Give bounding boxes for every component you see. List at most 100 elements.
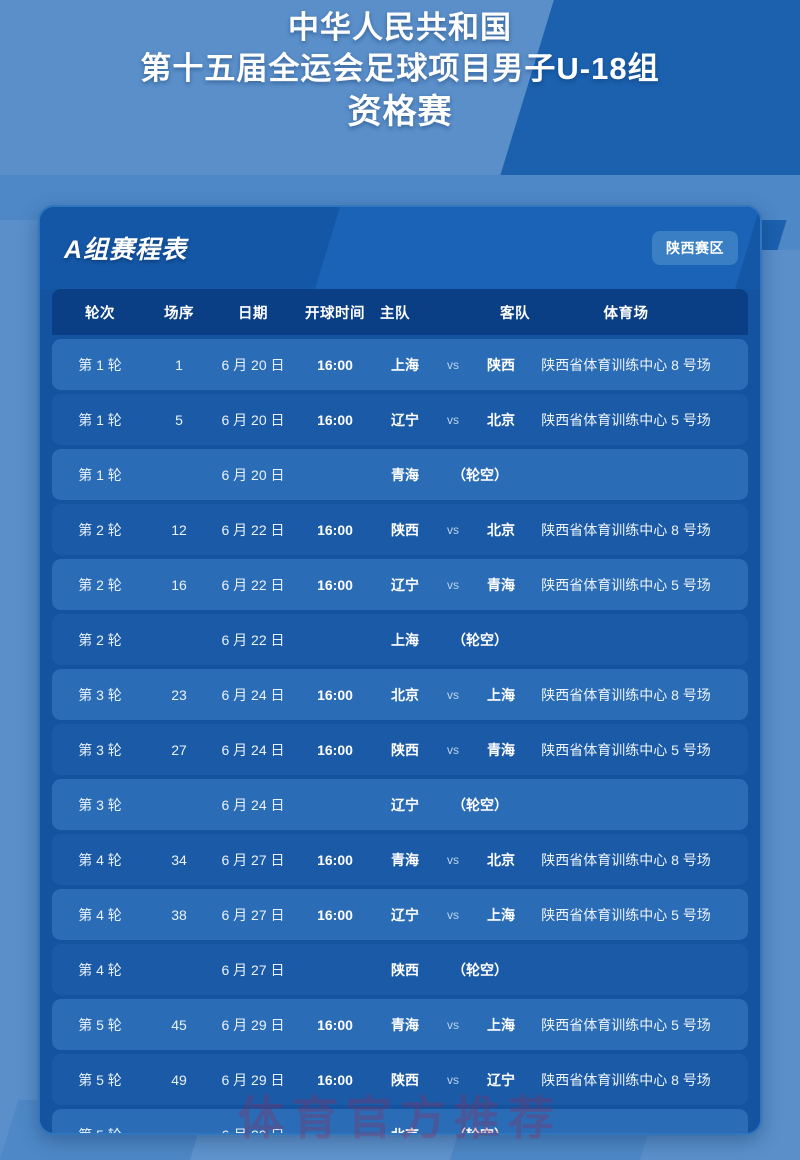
cell-vs-label: vs xyxy=(447,687,459,702)
cell-date: 6 月 20 日 xyxy=(221,466,285,483)
cell-date: 6 月 29 日 xyxy=(221,1071,285,1088)
cell-date: 6 月 27 日 xyxy=(221,961,285,978)
cell-bye: 北京 （轮空） xyxy=(374,1125,748,1135)
cell-bye-team: 辽宁 xyxy=(391,796,419,813)
cell-home-team: 辽宁 xyxy=(391,411,419,428)
cell-bye-label: （轮空） xyxy=(452,961,508,978)
cell-venue: 陕西省体育训练中心 5 号场 xyxy=(541,411,711,428)
table-row-match: 第 1 轮 5 6 月 20 日 16:00 辽宁 vs 北京 陕西省体育训练中心 5 号场 xyxy=(52,394,748,445)
cell-date: 6 月 29 日 xyxy=(221,1016,285,1033)
cell-round: 第 4 轮 xyxy=(78,961,122,978)
schedule-table: 轮次 场序 日期 开球时间 主队 客队 体育场 第 1 轮 1 6 月 20 日 16… xyxy=(40,289,760,1135)
schedule-card: A组赛程表 陕西赛区 轮次 场序 日期 开球时间 主队 客队 体育场 第 1 轮… xyxy=(38,205,762,1135)
cell-vs-label: vs xyxy=(447,522,459,537)
cell-away-team: 上海 xyxy=(487,906,515,923)
cell-away-team: 上海 xyxy=(487,686,515,703)
cell-round: 第 3 轮 xyxy=(78,796,122,813)
cell-match-no: 12 xyxy=(171,521,187,538)
cell-bye-team: 上海 xyxy=(391,631,419,648)
cell-away-team: 陕西 xyxy=(487,356,515,373)
cell-match-no: 38 xyxy=(171,906,187,923)
table-row-bye: 第 2 轮 6 月 22 日 上海 （轮空） xyxy=(52,614,748,665)
cell-vs-label: vs xyxy=(447,412,459,427)
cell-venue: 陕西省体育训练中心 8 号场 xyxy=(541,686,711,703)
cell-kickoff-time: 16:00 xyxy=(317,356,353,373)
cell-away-team: 青海 xyxy=(487,576,515,593)
table-row-match: 第 3 轮 23 6 月 24 日 16:00 北京 vs 上海 陕西省体育训练中心 8 号场 xyxy=(52,669,748,720)
cell-date: 6 月 22 日 xyxy=(221,631,285,648)
cell-away-team: 上海 xyxy=(487,1016,515,1033)
cell-date: 6 月 27 日 xyxy=(221,851,285,868)
cell-match-no: 16 xyxy=(171,576,187,593)
cell-round: 第 5 轮 xyxy=(78,1071,122,1088)
cell-away-team: 青海 xyxy=(487,741,515,758)
table-row-bye: 第 1 轮 6 月 20 日 青海 （轮空） xyxy=(52,449,748,500)
column-header-away-team: 客队 xyxy=(500,305,530,322)
cell-round: 第 4 轮 xyxy=(78,851,122,868)
cell-round: 第 2 轮 xyxy=(78,521,122,538)
cell-home-team: 青海 xyxy=(391,851,419,868)
card-header: A组赛程表 陕西赛区 xyxy=(40,207,760,289)
cell-round: 第 1 轮 xyxy=(78,356,122,373)
cell-vs-label: vs xyxy=(447,577,459,592)
cell-round: 第 3 轮 xyxy=(78,741,122,758)
cell-round: 第 1 轮 xyxy=(78,411,122,428)
cell-date: 6 月 22 日 xyxy=(221,576,285,593)
cell-away-team: 北京 xyxy=(487,411,515,428)
table-row-match: 第 1 轮 1 6 月 20 日 16:00 上海 vs 陕西 陕西省体育训练中心 8 号场 xyxy=(52,339,748,390)
cell-home-team: 陕西 xyxy=(391,1071,419,1088)
cell-match-no: 34 xyxy=(171,851,187,868)
cell-vs-label: vs xyxy=(447,852,459,867)
cell-date: 6 月 24 日 xyxy=(221,796,285,813)
table-row-bye: 第 4 轮 6 月 27 日 陕西 （轮空） xyxy=(52,944,748,995)
cell-bye-label: （轮空） xyxy=(452,631,508,648)
cell-home-team: 青海 xyxy=(391,1016,419,1033)
cell-bye-label: （轮空） xyxy=(452,1126,508,1135)
cell-kickoff-time: 16:00 xyxy=(317,1016,353,1033)
cell-home-team: 上海 xyxy=(391,356,419,373)
cell-kickoff-time: 16:00 xyxy=(317,906,353,923)
cell-away-team: 辽宁 xyxy=(487,1071,515,1088)
cell-date: 6 月 22 日 xyxy=(221,521,285,538)
cell-date: 6 月 20 日 xyxy=(221,356,285,373)
page-title-line-2: 第十五届全运会足球项目男子U-18组 xyxy=(140,50,660,86)
cell-date: 6 月 24 日 xyxy=(221,741,285,758)
cell-away-team: 北京 xyxy=(487,521,515,538)
column-header-venue: 体育场 xyxy=(603,305,649,322)
cell-bye-label: （轮空） xyxy=(452,796,508,813)
cell-match-no: 5 xyxy=(175,411,183,428)
cell-date: 6 月 29 日 xyxy=(221,1126,285,1135)
table-row-match: 第 2 轮 12 6 月 22 日 16:00 陕西 vs 北京 陕西省体育训练中心 8 号场 xyxy=(52,504,748,555)
column-header-match-no: 场序 xyxy=(164,305,194,322)
cell-kickoff-time: 16:00 xyxy=(317,521,353,538)
column-header-home-team: 主队 xyxy=(380,305,410,322)
cell-away-team: 北京 xyxy=(487,851,515,868)
cell-match-no: 1 xyxy=(175,356,183,373)
table-header-row: 轮次 场序 日期 开球时间 主队 客队 体育场 xyxy=(52,289,748,335)
page-title: 中华人民共和国 第十五届全运会足球项目男子U-18组 资格赛 xyxy=(0,0,800,153)
cell-vs-label: vs xyxy=(447,357,459,372)
cell-match-no: 45 xyxy=(171,1016,187,1033)
cell-round: 第 2 轮 xyxy=(78,631,122,648)
cell-venue: 陕西省体育训练中心 8 号场 xyxy=(541,851,711,868)
cell-venue: 陕西省体育训练中心 5 号场 xyxy=(541,741,711,758)
cell-bye: 辽宁 （轮空） xyxy=(374,795,748,815)
table-row-match: 第 3 轮 27 6 月 24 日 16:00 陕西 vs 青海 陕西省体育训练中心 5 号场 xyxy=(52,724,748,775)
cell-match-no: 49 xyxy=(171,1071,187,1088)
cell-vs-label: vs xyxy=(447,1072,459,1087)
cell-round: 第 2 轮 xyxy=(78,576,122,593)
cell-bye-team: 北京 xyxy=(391,1126,419,1135)
cell-home-team: 陕西 xyxy=(391,521,419,538)
table-row-bye: 第 5 轮 6 月 29 日 北京 （轮空） xyxy=(52,1109,748,1135)
region-badge[interactable]: 陕西赛区 xyxy=(652,231,738,265)
page-title-line-3: 资格赛 xyxy=(347,92,453,131)
cell-bye-team: 陕西 xyxy=(391,961,419,978)
column-header-date: 日期 xyxy=(238,305,268,322)
cell-venue: 陕西省体育训练中心 8 号场 xyxy=(541,521,711,538)
cell-venue: 陕西省体育训练中心 5 号场 xyxy=(541,576,711,593)
cell-venue: 陕西省体育训练中心 5 号场 xyxy=(541,1016,711,1033)
cell-bye-team: 青海 xyxy=(391,466,419,483)
cell-kickoff-time: 16:00 xyxy=(317,741,353,758)
cell-round: 第 3 轮 xyxy=(78,686,122,703)
